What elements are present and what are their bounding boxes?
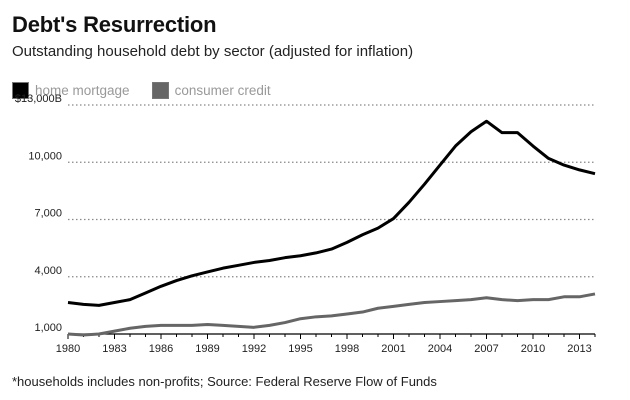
legend-swatch-home-mortgage xyxy=(12,81,29,99)
x-tick-label: 1998 xyxy=(335,343,359,355)
y-tick-label: 10,000 xyxy=(28,150,62,162)
chart-subtitle: Outstanding household debt by sector (ad… xyxy=(12,43,414,60)
gridlines xyxy=(68,104,595,278)
footnote: *households includes non-profits; Source… xyxy=(12,374,437,389)
y-tick-label: 1,000 xyxy=(34,322,62,334)
x-tick-label: 1989 xyxy=(195,343,219,355)
x-tick-label: 2001 xyxy=(381,343,405,355)
legend-item-consumer-credit: consumer credit xyxy=(151,81,271,99)
legend-label-consumer-credit: consumer credit xyxy=(174,82,271,98)
legend-item-home-mortgage: home mortgage xyxy=(12,81,130,99)
y-tick-label: 7,000 xyxy=(34,208,62,220)
legend-swatch-consumer-credit xyxy=(151,81,169,99)
x-tick-label: 2007 xyxy=(474,343,498,355)
x-tick-label: 1980 xyxy=(56,343,80,355)
chart-title: Debt's Resurrection xyxy=(12,12,217,37)
series-lines xyxy=(67,119,596,337)
x-tick-label: 1995 xyxy=(288,343,312,355)
x-tick-label: 2013 xyxy=(567,343,591,355)
x-tick-label: 1992 xyxy=(242,343,266,355)
y-tick-label: 4,000 xyxy=(34,265,62,277)
x-axis: 1980 1983 1986 1989 1992 1995 1998 2001 2004 2007… xyxy=(56,333,596,355)
x-tick-label: 1986 xyxy=(149,343,173,355)
legend: home mortgage consumer credit xyxy=(12,81,293,99)
x-tick-label: 2010 xyxy=(521,343,545,355)
x-tick-label: 1983 xyxy=(102,343,126,355)
series-line-home-mortgage xyxy=(67,119,596,307)
series-line-consumer-credit xyxy=(67,292,596,337)
y-tick-label: $13,000B xyxy=(15,93,62,105)
y-axis-labels: 1,000 4,000 7,000 10,000 $13,000B xyxy=(15,93,62,334)
x-tick-label: 2004 xyxy=(428,343,452,355)
legend-label-home-mortgage: home mortgage xyxy=(35,82,130,98)
